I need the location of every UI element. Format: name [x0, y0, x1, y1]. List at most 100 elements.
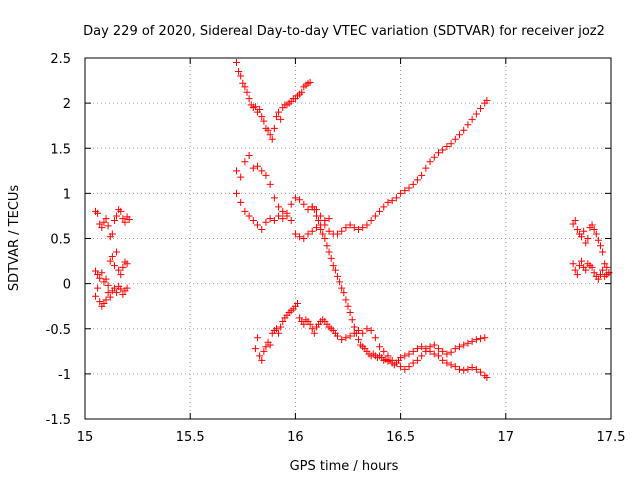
data-point [312, 224, 320, 232]
data-point [333, 272, 341, 280]
data-point [287, 200, 295, 208]
data-point [321, 235, 329, 242]
y-tick-label: 2 [63, 97, 71, 112]
data-point [413, 176, 421, 184]
data-point [405, 350, 413, 358]
data-point [348, 316, 356, 324]
data-point [439, 146, 447, 154]
data-point [397, 363, 405, 371]
data-point [94, 284, 102, 292]
data-point [384, 352, 392, 360]
data-point [401, 352, 409, 360]
data-point [237, 173, 245, 181]
data-point [603, 263, 611, 271]
data-point [306, 320, 314, 328]
y-tick-label: 0.5 [50, 233, 71, 248]
data-point [472, 336, 480, 344]
data-point [573, 271, 581, 279]
data-point [439, 356, 447, 364]
data-point [315, 216, 323, 224]
data-point [100, 218, 108, 226]
data-point [413, 345, 421, 353]
data-point [104, 289, 112, 297]
data-point [599, 266, 607, 274]
data-point [275, 203, 283, 211]
data-point [418, 352, 426, 360]
data-point [367, 327, 375, 335]
data-point [418, 343, 426, 351]
data-point [430, 341, 438, 349]
data-point [580, 227, 588, 235]
data-point [573, 225, 581, 233]
data-point [367, 216, 375, 224]
data-point [456, 131, 464, 139]
data-point [355, 336, 363, 344]
data-point [235, 68, 243, 76]
data-point [401, 365, 409, 373]
data-point [397, 189, 405, 197]
chart-title: Day 229 of 2020, Sidereal Day-to-day VTE… [83, 24, 605, 39]
data-point [434, 149, 442, 157]
data-point [329, 262, 337, 270]
data-point [117, 285, 125, 293]
data-point [439, 347, 447, 355]
data-point [443, 359, 451, 367]
data-point [451, 345, 459, 353]
data-point [380, 203, 388, 211]
data-point [588, 221, 596, 229]
data-point [268, 135, 276, 143]
data-point [346, 221, 354, 229]
data-point [323, 242, 331, 250]
y-tick-label: 2.5 [50, 52, 71, 67]
data-point [94, 271, 102, 279]
y-tick-label: 0 [63, 278, 71, 293]
data-point [287, 216, 295, 224]
data-point [251, 345, 259, 353]
data-point [443, 350, 451, 358]
data-point [371, 212, 379, 220]
data-point [119, 290, 127, 298]
data-point [96, 298, 104, 306]
data-point [256, 105, 264, 113]
data-point [277, 115, 285, 123]
data-point [296, 314, 304, 322]
y-tick-label: -0.5 [46, 323, 71, 338]
data-point [237, 72, 245, 80]
data-point [106, 257, 114, 265]
data-point [119, 263, 127, 271]
data-points [92, 59, 613, 381]
data-point [338, 336, 346, 344]
data-point [388, 197, 396, 205]
data-point [405, 184, 413, 192]
data-point [232, 59, 240, 67]
data-point [376, 207, 384, 215]
x-tick-labels: 15 15.5 16 16.5 17 17.5 [77, 430, 626, 445]
data-point [275, 108, 283, 116]
series-early-mid [92, 248, 131, 289]
data-point [258, 113, 266, 121]
data-point [254, 334, 262, 342]
data-point [254, 162, 262, 170]
data-point [275, 212, 283, 220]
data-point [317, 221, 325, 229]
data-point [342, 224, 350, 232]
data-point [237, 198, 245, 206]
x-tick-label: 16 [287, 430, 304, 445]
plot-frame [84, 57, 612, 420]
data-point [575, 262, 583, 270]
data-point [239, 79, 247, 87]
data-point [279, 215, 287, 223]
data-point [258, 167, 266, 175]
data-point [468, 337, 476, 345]
data-point [241, 207, 249, 215]
data-point [405, 363, 413, 371]
data-point [275, 329, 283, 337]
data-point [422, 164, 430, 172]
data-point [363, 221, 371, 229]
data-point [245, 95, 253, 103]
data-point [266, 131, 274, 139]
data-point [569, 260, 577, 268]
axis-ticks [84, 57, 612, 420]
data-point [283, 212, 291, 220]
data-point [317, 212, 325, 220]
